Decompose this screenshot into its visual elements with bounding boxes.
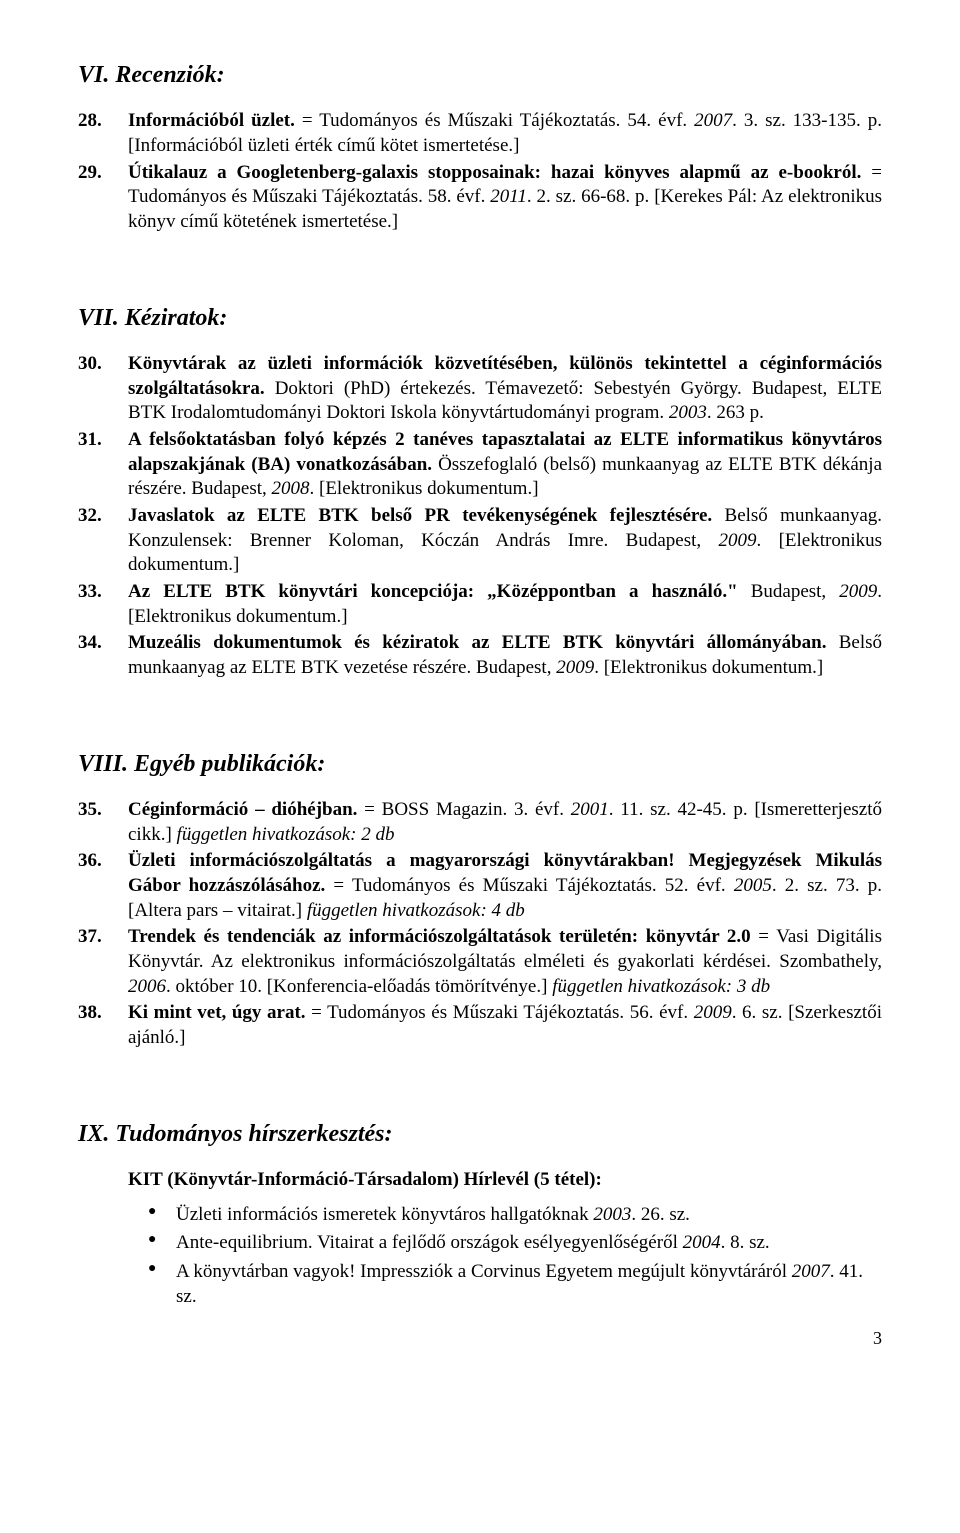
entry-38: 38. Ki mint vet, úgy arat. = Tudományos … [78, 1001, 882, 1050]
entry-title: Muzeális dokumentumok és kéziratok az EL… [128, 632, 826, 653]
entry-body: Javaslatok az ELTE BTK belső PR tevékeny… [128, 504, 882, 578]
sub-heading-kit: KIT (Könyvtár-Információ-Társadalom) Hír… [128, 1168, 882, 1193]
entry-year: 2011 [490, 186, 527, 207]
entry-year: 2003 [669, 402, 707, 423]
entry-35: 35. Céginformáció – dióhéjban. = BOSS Ma… [78, 798, 882, 847]
entry-body: Trendek és tendenciák az információszolg… [128, 925, 882, 999]
entry-37: 37. Trendek és tendenciák az információs… [78, 925, 882, 999]
bullet-year: 2003 [593, 1204, 631, 1225]
entry-num: 31. [78, 428, 128, 502]
entry-text: = Tudományos és Műszaki Tájékoztatás. 52… [325, 875, 734, 896]
entry-year: 2009 [556, 657, 594, 678]
entry-num: 34. [78, 631, 128, 680]
bullet-item: ● A könyvtárban vagyok! Impressziók a Co… [148, 1260, 882, 1309]
entry-title: Útikalauz a Googletenberg-galaxis stoppo… [128, 162, 861, 183]
entry-30: 30. Könyvtárak az üzleti információk köz… [78, 352, 882, 426]
entry-36: 36. Üzleti információszolgáltatás a magy… [78, 849, 882, 923]
entry-body: Információból üzlet. = Tudományos és Műs… [128, 109, 882, 158]
entry-citations: független hivatkozások: 2 db [177, 824, 395, 845]
entry-text: = Tudományos és Műszaki Tájékoztatás. 54… [295, 110, 694, 131]
section-heading-vii: VII. Kéziratok: [78, 303, 882, 334]
entry-title: Az ELTE BTK könyvtári koncepciója: „Közé… [128, 581, 738, 602]
entry-year: 2001 [571, 799, 609, 820]
entry-33: 33. Az ELTE BTK könyvtári koncepciója: „… [78, 580, 882, 629]
entry-year: 2008 [272, 478, 310, 499]
entry-year: 2009 [839, 581, 877, 602]
entry-28: 28. Információból üzlet. = Tudományos és… [78, 109, 882, 158]
entry-text: Budapest, [738, 581, 840, 602]
bullet-dot-icon: ● [148, 1260, 176, 1309]
entry-year: 2005 [734, 875, 772, 896]
entry-title: Céginformáció – dióhéjban. [128, 799, 357, 820]
entry-body: A felsőoktatásban folyó képzés 2 tanéves… [128, 428, 882, 502]
entry-body: Útikalauz a Googletenberg-galaxis stoppo… [128, 161, 882, 235]
entry-body: Az ELTE BTK könyvtári koncepciója: „Közé… [128, 580, 882, 629]
entry-31: 31. A felsőoktatásban folyó képzés 2 tan… [78, 428, 882, 502]
entry-num: 30. [78, 352, 128, 426]
entry-year: 2009 [718, 530, 756, 551]
bullet-text: Ante-equilibrium. Vitairat a fejlődő ors… [176, 1231, 882, 1256]
entry-num: 29. [78, 161, 128, 235]
bullet-year: 2004 [683, 1232, 721, 1253]
entry-num: 36. [78, 849, 128, 923]
entry-title: Javaslatok az ELTE BTK belső PR tevékeny… [128, 505, 712, 526]
entry-body: Üzleti információszolgáltatás a magyaror… [128, 849, 882, 923]
bullet-span: A könyvtárban vagyok! Impressziók a Corv… [176, 1261, 792, 1282]
bullet-text: Üzleti információs ismeretek könyvtáros … [176, 1203, 882, 1228]
entry-text: = BOSS Magazin. 3. évf. [357, 799, 570, 820]
entry-34: 34. Muzeális dokumentumok és kéziratok a… [78, 631, 882, 680]
section-heading-vi: VI. Recenziók: [78, 60, 882, 91]
entry-text: = Tudományos és Műszaki Tájékoztatás. 56… [306, 1002, 694, 1023]
entry-citations: független hivatkozások: 3 db [552, 976, 770, 997]
entry-num: 33. [78, 580, 128, 629]
entry-text: . 263 p. [707, 402, 764, 423]
bullet-list: ● Üzleti információs ismeretek könyvtáro… [148, 1203, 882, 1310]
bullet-dot-icon: ● [148, 1203, 176, 1228]
bullet-span: Ante-equilibrium. Vitairat a fejlődő ors… [176, 1232, 683, 1253]
entry-title: Trendek és tendenciák az információszolg… [128, 926, 751, 947]
entry-num: 38. [78, 1001, 128, 1050]
entry-title: Ki mint vet, úgy arat. [128, 1002, 306, 1023]
entry-citations: független hivatkozások: 4 db [307, 900, 525, 921]
entry-title: Információból üzlet. [128, 110, 295, 131]
bullet-span: . 8. sz. [721, 1232, 770, 1253]
entry-num: 28. [78, 109, 128, 158]
entry-body: Könyvtárak az üzleti információk közvetí… [128, 352, 882, 426]
entry-num: 32. [78, 504, 128, 578]
bullet-span: Üzleti információs ismeretek könyvtáros … [176, 1204, 593, 1225]
entry-body: Ki mint vet, úgy arat. = Tudományos és M… [128, 1001, 882, 1050]
bullet-dot-icon: ● [148, 1231, 176, 1256]
entry-num: 35. [78, 798, 128, 847]
entry-year: 2007 [694, 110, 732, 131]
entry-29: 29. Útikalauz a Googletenberg-galaxis st… [78, 161, 882, 235]
entry-year: 2009 [694, 1002, 732, 1023]
entry-body: Céginformáció – dióhéjban. = BOSS Magazi… [128, 798, 882, 847]
entry-text: . [Elektronikus dokumentum.] [310, 478, 539, 499]
bullet-item: ● Ante-equilibrium. Vitairat a fejlődő o… [148, 1231, 882, 1256]
bullet-text: A könyvtárban vagyok! Impressziók a Corv… [176, 1260, 882, 1309]
entry-text: . október 10. [Konferencia-előadás tömör… [166, 976, 552, 997]
bullet-span: . 26. sz. [631, 1204, 690, 1225]
section-heading-viii: VIII. Egyéb publikációk: [78, 749, 882, 780]
entry-num: 37. [78, 925, 128, 999]
entry-text: . [Elektronikus dokumentum.] [594, 657, 823, 678]
page-number: 3 [78, 1327, 882, 1350]
bullet-item: ● Üzleti információs ismeretek könyvtáro… [148, 1203, 882, 1228]
entry-body: Muzeális dokumentumok és kéziratok az EL… [128, 631, 882, 680]
entry-32: 32. Javaslatok az ELTE BTK belső PR tevé… [78, 504, 882, 578]
section-heading-ix: IX. Tudományos hírszerkesztés: [78, 1119, 882, 1150]
entry-year: 2006 [128, 976, 166, 997]
bullet-year: 2007 [792, 1261, 830, 1282]
